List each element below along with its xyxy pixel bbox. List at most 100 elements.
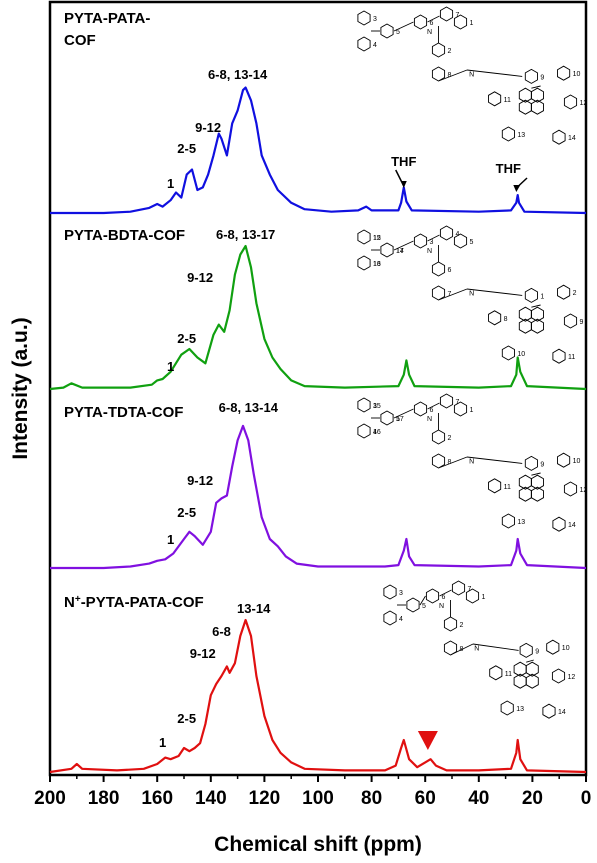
bond-line [526, 659, 534, 663]
phenyl-ring [488, 478, 502, 494]
bond-line [427, 402, 440, 410]
structure-atom-label: 15 [373, 403, 381, 410]
pyrene-ring [525, 661, 539, 677]
nitrogen-atom-label: N [439, 603, 444, 610]
structure-atom-label: 12 [580, 487, 588, 494]
structure-atom-label: 11 [568, 354, 575, 361]
nitrogen-atom-label: N [427, 29, 432, 36]
phenyl-ring [383, 584, 397, 600]
structure-atom-label: 7 [456, 12, 460, 19]
structure-atom-label: 4 [399, 616, 403, 623]
pyrene-ring [530, 87, 544, 103]
bond-line [472, 643, 519, 651]
structure-atom-label: 4 [373, 429, 377, 436]
structure-atom-label: 10 [573, 71, 581, 78]
structure-atom-label: 7 [456, 399, 460, 406]
structure-atom-label: 1 [482, 594, 486, 601]
phenyl-ring [563, 481, 578, 497]
spectrum-trace [50, 86, 587, 215]
y-axis-title: Intensity (a.u.) [9, 317, 32, 459]
bond-line [466, 69, 523, 77]
structure-atom-label: 3 [399, 590, 403, 597]
bond-line [531, 304, 541, 308]
structure-atom-label: 5 [396, 29, 400, 36]
structure-atom-label: 2 [448, 48, 452, 55]
peak-label: 9-12 [187, 270, 213, 285]
pyrene-ring [525, 673, 539, 689]
peak-label: 6-8 [212, 624, 231, 639]
phenyl-ring [357, 423, 371, 439]
structure-atom-label: 6 [442, 594, 446, 601]
bond-line [393, 21, 414, 32]
pyrene-ring [530, 486, 544, 502]
structure-atom-label: 6 [430, 20, 434, 27]
structure-atom-label: 4 [373, 42, 377, 49]
bond-line [438, 69, 468, 82]
structure-atom-label: 5 [422, 603, 426, 610]
phenyl-ring [357, 229, 371, 245]
phenyl-ring [357, 255, 371, 271]
peak-label: 6-8, 13-14 [208, 67, 268, 82]
new-peak-marker [417, 731, 438, 750]
structure-atom-label: 13 [517, 132, 525, 139]
structure-atom-label: 3 [373, 16, 377, 23]
thf-arrowhead [513, 185, 521, 192]
x-tick-label: 160 [141, 788, 173, 809]
spectrum-title: PYTA-PATA-COF [64, 10, 150, 49]
peak-label: THF [496, 161, 521, 176]
peak-label: 2-5 [177, 141, 196, 156]
structure-atom-label: 4 [456, 231, 460, 238]
phenyl-ring [519, 642, 533, 658]
bond-line [450, 643, 474, 656]
x-axis-title: Chemical shift (ppm) [214, 833, 422, 856]
phenyl-ring [546, 639, 560, 655]
phenyl-ring [439, 225, 454, 241]
structure-atom-label: 5 [396, 416, 400, 423]
structure-atom-label: 2 [573, 290, 577, 297]
phenyl-ring [406, 597, 420, 613]
imine-nitrogen-label: N [469, 71, 474, 78]
bond-line [419, 595, 426, 606]
structure-atom-label: 13 [516, 706, 524, 713]
phenyl-ring [552, 516, 566, 532]
pyrene-ring [530, 306, 544, 322]
phenyl-ring [524, 455, 538, 471]
phenyl-ring [413, 14, 428, 30]
imine-nitrogen-label: N [469, 458, 474, 465]
phenyl-ring [357, 397, 371, 413]
structure-atom-label: 1 [540, 293, 544, 300]
structure-atom-label: 3 [373, 403, 377, 410]
phenyl-ring [500, 700, 514, 716]
phenyl-ring [557, 65, 571, 81]
nitrogen-atom-label: N [427, 248, 432, 255]
structure-atom-label: 6 [448, 267, 452, 274]
bond-line [466, 456, 523, 464]
bond-line [466, 288, 523, 296]
peak-label: THF [391, 154, 416, 169]
structure-atom-label: 1 [470, 20, 474, 27]
phenyl-ring [431, 42, 446, 58]
phenyl-ring [453, 401, 468, 417]
peak-label: 6-8, 13-14 [219, 400, 279, 415]
x-tick-label: 200 [34, 788, 66, 809]
peak-label: 13-14 [237, 601, 271, 616]
bond-line [427, 234, 440, 242]
phenyl-ring [501, 513, 515, 529]
peak-label: 1 [159, 735, 166, 750]
spectrum-trace [50, 424, 587, 570]
phenyl-ring [453, 233, 468, 249]
bond-line [531, 85, 541, 89]
structure-atom-label: 14 [568, 522, 576, 529]
structure-atom-label: 8 [460, 646, 464, 653]
phenyl-ring [453, 14, 468, 30]
spectrum-trace [49, 244, 587, 391]
structure-atom-label: 8 [504, 316, 508, 323]
x-tick-label: 40 [468, 788, 489, 809]
bond-line [438, 456, 468, 469]
phenyl-ring [542, 703, 556, 719]
structure-atom-label: 5 [470, 239, 474, 246]
nitrogen-atom-label: N [427, 416, 432, 423]
